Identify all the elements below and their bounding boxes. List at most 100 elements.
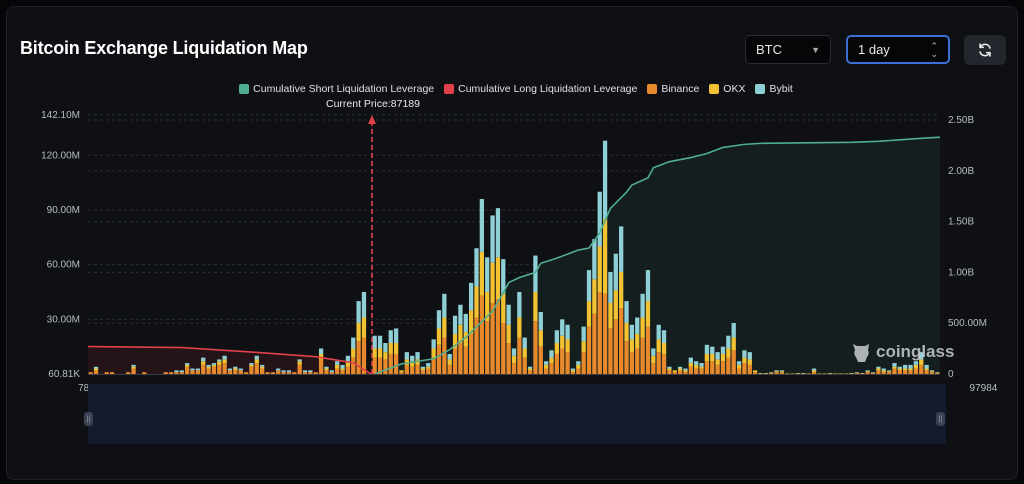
bar-binance (694, 368, 699, 374)
range-select[interactable]: 1 day ⌃ ⌄ (846, 35, 950, 64)
bar-bybit (286, 370, 292, 373)
bar-okx (560, 335, 565, 349)
bar-bybit (640, 293, 645, 318)
bar-binance (458, 343, 463, 374)
bar-bybit (404, 352, 409, 360)
bar-binance (415, 364, 420, 374)
bar-binance (254, 363, 259, 374)
bar-bybit (538, 312, 543, 331)
bar-okx (233, 368, 238, 371)
bar-binance (495, 299, 501, 374)
bar-binance (211, 366, 217, 374)
bar-binance (929, 372, 935, 374)
bar-bybit (485, 257, 490, 292)
bar-okx (410, 361, 415, 367)
bar-binance (463, 346, 468, 374)
symbol-select[interactable]: BTC ▼ (745, 35, 831, 64)
bar-binance (752, 372, 758, 374)
bar-binance (731, 350, 736, 374)
bar-okx (447, 359, 452, 365)
bar-okx (619, 271, 624, 309)
bar-bybit (924, 364, 929, 369)
bar-binance (533, 321, 538, 374)
bar-binance (168, 372, 174, 374)
bar-okx (351, 348, 356, 358)
bar-bybit (393, 328, 399, 344)
bar-binance (710, 361, 715, 374)
legend-item-long[interactable]: Cumulative Long Liquidation Leverage (444, 83, 637, 95)
bar-bybit (565, 324, 570, 340)
y-tick-left: 30.00M (47, 314, 80, 325)
bar-okx (533, 291, 538, 322)
bar-bybit (854, 372, 860, 373)
bar-bybit (195, 368, 200, 371)
bar-binance (828, 373, 833, 374)
bar-binance (404, 364, 409, 374)
bar-binance (726, 357, 731, 374)
x-tick: 97984 (970, 383, 998, 394)
bar-okx (892, 366, 897, 369)
bar-okx (377, 348, 383, 358)
bar-bybit (254, 355, 259, 360)
range-value: 1 day (858, 42, 890, 57)
bar-bybit (774, 370, 779, 372)
bar-okx (324, 368, 329, 371)
bar-binance (544, 368, 549, 374)
bar-binance (479, 295, 484, 374)
bar-okx (511, 355, 517, 364)
bar-binance (801, 373, 806, 374)
bar-binance (474, 317, 479, 374)
bar-binance (747, 364, 752, 374)
bar-okx (677, 368, 683, 371)
bar-binance (720, 361, 726, 374)
bar-bybit (308, 370, 313, 373)
bar-binance (651, 363, 656, 374)
bar-bybit (870, 372, 876, 373)
bar-bybit (238, 368, 243, 371)
bar-okx (704, 353, 710, 362)
bar-okx (249, 364, 254, 367)
bar-bybit (656, 324, 661, 340)
bar-bybit (324, 366, 329, 369)
bar-bybit (361, 291, 367, 318)
bar-bybit (897, 366, 902, 369)
bar-bybit (458, 304, 463, 325)
bar-bybit (688, 357, 693, 364)
bar-bybit (463, 313, 468, 333)
bar-bybit (490, 215, 495, 263)
bar-bybit (131, 364, 136, 367)
bar-binance (126, 372, 131, 374)
bar-bybit (919, 352, 924, 360)
refresh-button[interactable] (964, 35, 1006, 65)
bar-okx (463, 332, 468, 347)
bar-binance (602, 293, 608, 374)
bar-okx (356, 322, 361, 342)
bar-bybit (635, 317, 640, 334)
zoom-slider[interactable] (88, 384, 946, 444)
bar-okx (747, 359, 752, 365)
bar-okx (495, 257, 501, 300)
legend-item-bybit[interactable]: Bybit (755, 83, 793, 95)
bar-okx (913, 364, 919, 369)
bar-bybit (576, 361, 581, 365)
bar-binance (924, 370, 929, 374)
bar-bybit (356, 301, 361, 323)
y-tick-left: 60.81K (48, 369, 80, 380)
legend-item-short[interactable]: Cumulative Short Liquidation Leverage (239, 83, 434, 95)
bar-binance (886, 372, 892, 374)
slider-handle-left[interactable]: || (84, 412, 93, 426)
bar-binance (538, 346, 543, 374)
bar-binance (506, 343, 511, 374)
bar-binance (522, 357, 527, 374)
bar-bybit (613, 253, 618, 291)
bar-binance (597, 291, 602, 374)
bar-okx (345, 361, 351, 367)
legend-item-binance[interactable]: Binance (647, 83, 699, 95)
bar-binance (372, 357, 377, 374)
bar-bybit (506, 304, 511, 325)
legend-item-okx[interactable]: OKX (709, 83, 745, 95)
bar-bybit (661, 330, 667, 344)
slider-handle-right[interactable]: || (936, 412, 945, 426)
bar-bybit (501, 259, 506, 294)
bar-okx (688, 363, 693, 367)
